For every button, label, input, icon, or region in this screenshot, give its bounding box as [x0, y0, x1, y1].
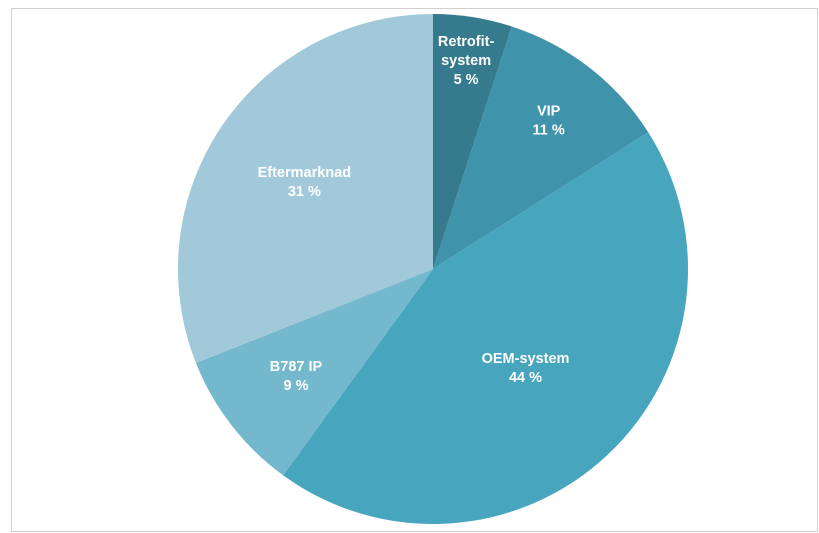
chart-frame: Retrofit-system 5 % VIP 11 % OEM-system 44 % B… — [11, 8, 818, 532]
slice-name: OEM-system — [482, 351, 570, 367]
slice-name: Eftermarknad — [258, 165, 351, 181]
slice-label-retrofit-system: Retrofit-system 5 % — [438, 34, 495, 88]
slice-name: system — [441, 53, 491, 69]
slice-label-vip: VIP 11 % — [533, 103, 565, 138]
slice-label-b787-ip: B787 IP 9 % — [270, 359, 323, 394]
slice-name: VIP — [537, 103, 561, 119]
pie-slice-oem-system — [283, 132, 689, 525]
slice-percent: 9 % — [283, 378, 308, 394]
slice-percent: 11 % — [533, 122, 565, 138]
slice-percent: 31 % — [288, 184, 321, 200]
pie-slice-vip — [433, 26, 649, 269]
slice-percent: 5 % — [454, 72, 479, 88]
slice-label-oem-system: OEM-system 44 % — [482, 351, 570, 386]
pie-slice-retrofit-system — [433, 14, 512, 269]
slice-name: B787 IP — [270, 359, 323, 375]
pie-slice-eftermarknad — [177, 14, 433, 363]
slice-label-eftermarknad: Eftermarknad 31 % — [258, 165, 351, 200]
slice-name: Retrofit- — [438, 34, 495, 50]
slice-percent: 44 % — [509, 370, 542, 386]
pie-chart: Retrofit-system 5 % VIP 11 % OEM-system 44 % B… — [177, 14, 689, 525]
pie-slice-b787-ip — [195, 269, 433, 476]
